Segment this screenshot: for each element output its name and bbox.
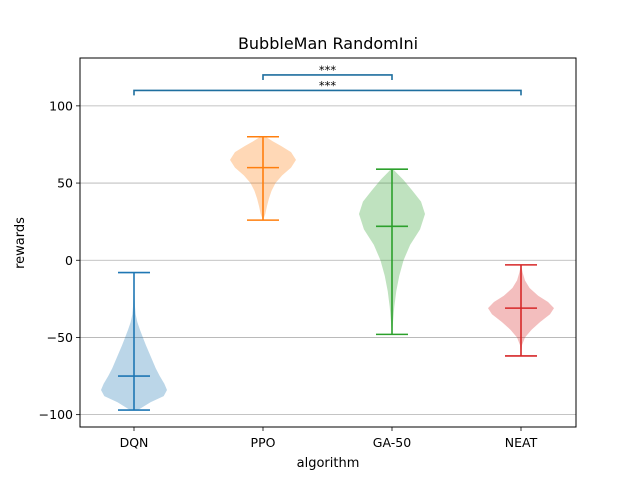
x-tick-label: DQN [120, 435, 149, 450]
grid-lines [80, 105, 576, 416]
y-axis-ticks: −100 −50 0 50 100 [39, 98, 80, 422]
x-tick-label: GA-50 [373, 435, 411, 450]
violin-ppo [230, 135, 296, 221]
violin-ga-50 [359, 168, 425, 336]
y-axis-label: rewards [13, 217, 28, 269]
x-axis-ticks: DQN PPO GA-50 NEAT [120, 427, 538, 450]
violin-dqn [101, 271, 167, 411]
significance-brackets: ****** [133, 63, 522, 96]
significance-label: *** [319, 63, 337, 77]
chart-title: BubbleMan RandomIni [238, 34, 418, 53]
plot-area [80, 58, 576, 427]
violin-neat [488, 264, 554, 357]
significance-bracket: *** [133, 78, 522, 96]
x-axis-label: algorithm [297, 456, 360, 471]
bracket-line [262, 74, 393, 80]
y-tick-label: 0 [65, 253, 73, 268]
bracket-line [133, 89, 522, 96]
plot-frame [79, 57, 577, 428]
violins [101, 135, 554, 411]
x-tick-label: NEAT [505, 435, 538, 450]
y-tick-label: −100 [39, 407, 73, 422]
significance-label: *** [319, 78, 337, 92]
x-tick-label: PPO [251, 435, 276, 450]
y-tick-label: −50 [47, 330, 73, 345]
significance-bracket: *** [262, 63, 393, 80]
y-tick-label: 100 [49, 98, 73, 113]
y-tick-label: 50 [57, 176, 73, 191]
